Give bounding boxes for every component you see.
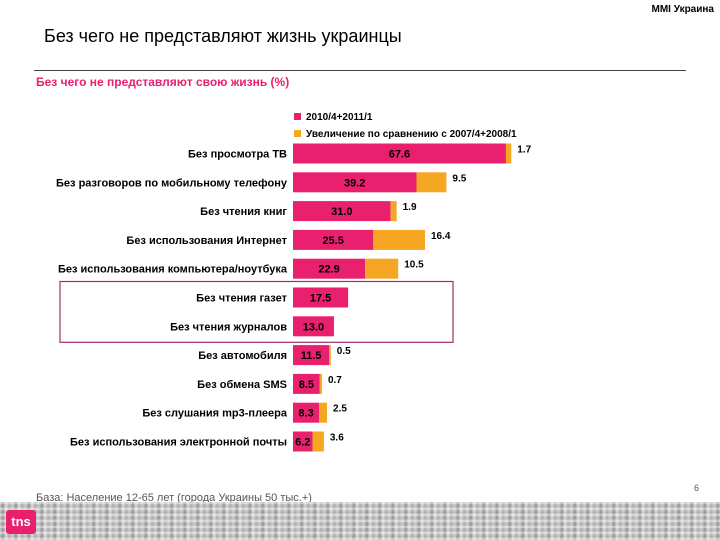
bar-increase: [319, 402, 328, 423]
increase-value-label: 1.9: [403, 202, 417, 213]
bar-value-label: 25.5: [322, 235, 343, 247]
bar-value-label: 39.2: [344, 177, 365, 189]
base-note: База: Население 12-65 лет (города Украин…: [36, 492, 312, 504]
bar-value-label: 31.0: [331, 206, 352, 218]
bar-main: [293, 402, 320, 423]
legend-label-2: Увеличение по сравнению с 2007/4+2008/1: [306, 129, 517, 140]
category-label: Без слушания mp3-плеера: [142, 408, 288, 420]
bar-increase: [365, 258, 399, 279]
increase-value-label: 1.7: [517, 145, 531, 156]
legend-swatch-1: [294, 113, 301, 120]
increase-value-label: 0.7: [328, 375, 342, 386]
bar-main: [293, 143, 506, 164]
increase-value-label: 0.5: [337, 346, 351, 357]
chart-subtitle: Без чего не представляют свою жизнь (%): [36, 75, 290, 89]
footer-newspaper-image: [0, 502, 720, 540]
bar-increase: [416, 172, 447, 193]
bar-main: [293, 316, 334, 337]
increase-value-label: 2.5: [333, 404, 347, 415]
bar-value-label: 22.9: [318, 264, 339, 276]
increase-value-label: 3.6: [330, 433, 344, 444]
increase-value-label: 16.4: [431, 231, 451, 242]
category-label: Без разговоров по мобильному телефону: [56, 177, 288, 189]
bar-main: [293, 373, 320, 394]
bar-increase: [505, 143, 512, 164]
category-label: Без использования электронной почты: [70, 437, 287, 449]
bar-main: [293, 345, 330, 366]
category-label: Без использования компьютера/ноутбука: [58, 264, 288, 276]
bar-main: [293, 258, 366, 279]
bar-chart: 2010/4+2011/1 Увеличение по сравнению с 2…: [56, 112, 532, 452]
bar-value-label: 8.5: [299, 379, 314, 391]
bar-increase: [390, 201, 397, 222]
category-label: Без чтения книг: [200, 206, 287, 218]
category-label: Без автомобиля: [198, 350, 287, 362]
footer-texture: [0, 502, 720, 540]
legend-swatch-2: [294, 130, 301, 137]
bar-value-label: 8.3: [298, 408, 313, 420]
legend-label-1: 2010/4+2011/1: [306, 112, 373, 123]
increase-value-label: 9.5: [452, 173, 466, 184]
category-label: Без просмотра ТВ: [188, 149, 287, 161]
bar-value-label: 6.2: [295, 437, 310, 449]
bar-increase: [329, 345, 331, 366]
bar-increase: [312, 431, 324, 452]
bar-main: [293, 431, 313, 452]
tns-logo: tns: [6, 510, 36, 534]
bar-increase: [319, 373, 322, 394]
bar-increase: [373, 229, 425, 250]
bar-value-label: 13.0: [303, 321, 324, 333]
bar-value-label: 11.5: [301, 350, 322, 362]
bar-main: [293, 229, 374, 250]
bar-main: [293, 172, 417, 193]
category-label: Без чтения журналов: [170, 321, 287, 333]
category-label: Без обмена SMS: [197, 379, 287, 391]
increase-value-label: 10.5: [404, 260, 424, 271]
category-label: Без чтения газет: [196, 293, 287, 305]
bar-value-label: 67.6: [389, 149, 410, 161]
bar-main: [293, 287, 349, 308]
brand-label: MMI Украина: [651, 4, 714, 15]
bar-value-label: 17.5: [310, 293, 331, 305]
page-title: Без чего не представляют жизнь украинцы: [44, 26, 402, 46]
highlight-box: [59, 280, 454, 343]
category-label: Без использования Интернет: [126, 235, 287, 247]
page-number: 6: [694, 483, 700, 493]
title-divider: [34, 70, 686, 71]
bar-main: [293, 201, 391, 222]
